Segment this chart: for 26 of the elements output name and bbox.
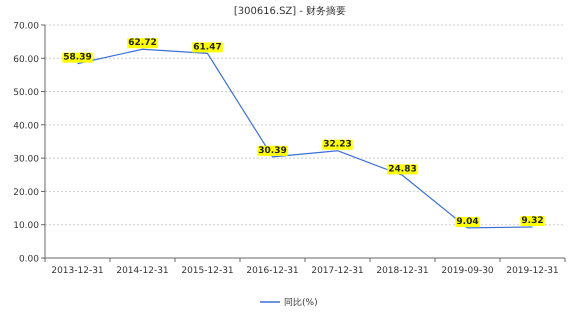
data-label: 32.23 bbox=[323, 140, 352, 150]
y-tick-label: 20.00 bbox=[13, 188, 40, 198]
data-label: 9.32 bbox=[521, 216, 544, 226]
data-label: 30.39 bbox=[258, 146, 287, 156]
y-tick-label: 70.00 bbox=[13, 22, 40, 32]
x-tick-label: 2019-12-31 bbox=[506, 266, 559, 276]
y-tick-label: 40.00 bbox=[13, 121, 40, 132]
x-tick-label: 2017-12-31 bbox=[311, 266, 364, 276]
x-tick-label: 2018-12-31 bbox=[376, 266, 429, 276]
x-tick-label: 2014-12-31 bbox=[116, 266, 169, 276]
data-label: 24.83 bbox=[388, 164, 417, 174]
y-tick-label: 0.00 bbox=[18, 254, 40, 264]
chart-title: [300616.SZ] - 财务摘要 bbox=[234, 5, 346, 17]
data-label: 61.47 bbox=[193, 42, 222, 52]
y-tick-label: 50.00 bbox=[13, 88, 40, 98]
data-label: 9.04 bbox=[456, 216, 479, 227]
y-tick-label: 30.00 bbox=[13, 154, 40, 165]
data-label: 62.72 bbox=[128, 38, 157, 48]
x-tick-label: 2015-12-31 bbox=[181, 266, 234, 276]
legend-label: 同比(%) bbox=[284, 297, 318, 308]
x-tick-label: 2013-12-31 bbox=[51, 266, 104, 276]
data-label: 58.39 bbox=[63, 52, 92, 63]
x-tick-label: 2016-12-31 bbox=[246, 266, 299, 276]
x-tick-label: 2019-09-30 bbox=[441, 266, 494, 276]
y-tick-label: 60.00 bbox=[13, 54, 40, 65]
y-tick-label: 10.00 bbox=[13, 221, 40, 232]
